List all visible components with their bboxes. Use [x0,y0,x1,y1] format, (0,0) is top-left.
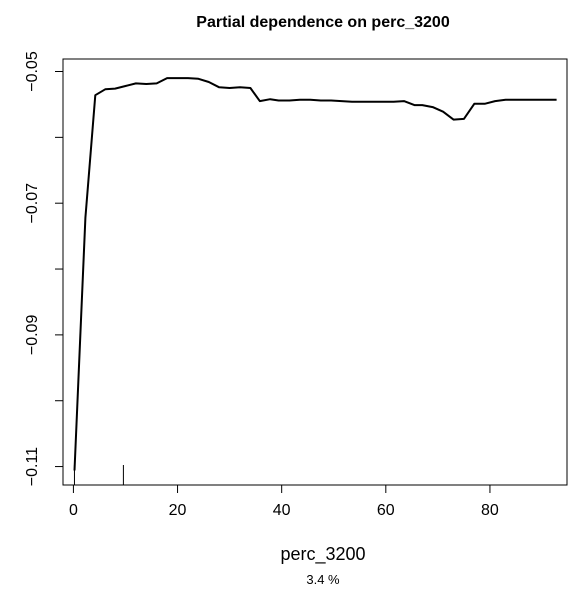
series-line [73,77,557,471]
y-tick-label: −0.05 [24,51,41,92]
y-axis: −0.05 −0.07 −0.09 −0.11 [24,51,64,486]
rug-marks [73,465,124,485]
x-tick-label: 0 [69,502,78,519]
y-tick-label: −0.11 [24,447,41,486]
chart-subtitle: 3.4 % [306,572,340,587]
series-group [73,77,557,471]
x-tick-label: 80 [481,502,499,519]
x-axis: 0 20 40 60 80 [69,484,499,519]
y-tick-label: −0.07 [24,183,41,224]
x-tick-label: 20 [169,502,187,519]
y-tick-label: −0.09 [24,315,41,356]
x-tick-label: 40 [273,502,291,519]
plot-frame [62,58,568,486]
x-axis-label: perc_3200 [280,544,365,565]
chart-title: Partial dependence on perc_3200 [196,14,450,31]
x-tick-label: 60 [377,502,395,519]
